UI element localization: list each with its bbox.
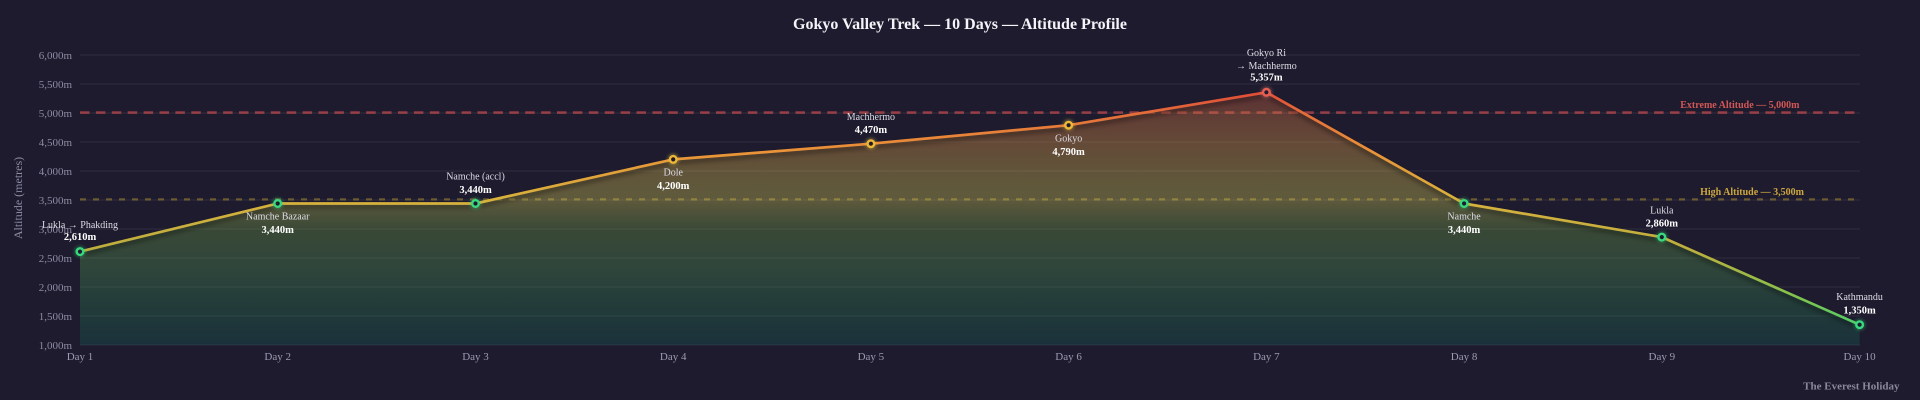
svg-text:→ Machhermo: → Machhermo bbox=[1236, 61, 1297, 72]
svg-text:2,860m: 2,860m bbox=[1646, 219, 1679, 230]
svg-text:1,350m: 1,350m bbox=[1843, 306, 1876, 317]
svg-text:Namche: Namche bbox=[1447, 212, 1481, 223]
svg-text:Altitude (metres): Altitude (metres) bbox=[11, 157, 25, 239]
svg-text:Day 3: Day 3 bbox=[462, 351, 489, 363]
svg-text:Namche (accl): Namche (accl) bbox=[446, 172, 505, 183]
svg-text:The Everest Holiday: The Everest Holiday bbox=[1803, 381, 1900, 393]
svg-text:Lukla: Lukla bbox=[1650, 206, 1674, 217]
svg-text:3,440m: 3,440m bbox=[262, 225, 295, 236]
svg-text:Day 1: Day 1 bbox=[67, 351, 94, 363]
svg-text:5,000m: 5,000m bbox=[39, 108, 73, 120]
svg-text:Dole: Dole bbox=[663, 167, 683, 178]
svg-text:2,500m: 2,500m bbox=[39, 253, 73, 265]
svg-text:6,000m: 6,000m bbox=[39, 50, 73, 62]
svg-text:2,610m: 2,610m bbox=[64, 232, 97, 243]
svg-text:Gokyo: Gokyo bbox=[1055, 134, 1082, 145]
svg-text:3,440m: 3,440m bbox=[459, 185, 492, 196]
svg-text:Day 8: Day 8 bbox=[1451, 351, 1478, 363]
svg-text:Day 4: Day 4 bbox=[660, 351, 687, 363]
svg-text:4,790m: 4,790m bbox=[1052, 147, 1085, 158]
svg-text:Day 7: Day 7 bbox=[1253, 351, 1280, 363]
svg-text:4,500m: 4,500m bbox=[39, 137, 73, 149]
svg-text:1,500m: 1,500m bbox=[39, 311, 73, 323]
svg-text:5,357m: 5,357m bbox=[1250, 73, 1283, 84]
svg-text:2,000m: 2,000m bbox=[39, 282, 73, 294]
svg-text:Day 5: Day 5 bbox=[858, 351, 885, 363]
svg-text:Day 6: Day 6 bbox=[1055, 351, 1082, 363]
svg-text:Day 9: Day 9 bbox=[1649, 351, 1676, 363]
svg-text:4,200m: 4,200m bbox=[657, 181, 690, 192]
svg-text:Machhermo: Machhermo bbox=[847, 112, 895, 123]
svg-text:Day 2: Day 2 bbox=[264, 351, 291, 363]
svg-text:High Altitude — 3,500m: High Altitude — 3,500m bbox=[1700, 187, 1805, 198]
svg-text:3,000m: 3,000m bbox=[39, 224, 73, 236]
svg-text:1,000m: 1,000m bbox=[39, 340, 73, 352]
svg-text:Gokyo Valley Trek — 10 Days —: Gokyo Valley Trek — 10 Days — Altitude P… bbox=[793, 16, 1127, 33]
svg-text:Lukla → Phakding: Lukla → Phakding bbox=[42, 220, 118, 231]
svg-text:5,500m: 5,500m bbox=[39, 79, 73, 91]
svg-text:4,470m: 4,470m bbox=[855, 125, 888, 136]
svg-text:Day 10: Day 10 bbox=[1844, 351, 1877, 363]
svg-text:4,000m: 4,000m bbox=[39, 166, 73, 178]
svg-text:3,440m: 3,440m bbox=[1448, 225, 1481, 236]
svg-text:Extreme Altitude — 5,000m: Extreme Altitude — 5,000m bbox=[1680, 100, 1800, 111]
svg-text:Gokyo Ri: Gokyo Ri bbox=[1247, 48, 1286, 59]
svg-text:Namche Bazaar: Namche Bazaar bbox=[246, 212, 310, 223]
svg-text:Kathmandu: Kathmandu bbox=[1836, 292, 1883, 303]
svg-text:3,500m: 3,500m bbox=[39, 195, 73, 207]
